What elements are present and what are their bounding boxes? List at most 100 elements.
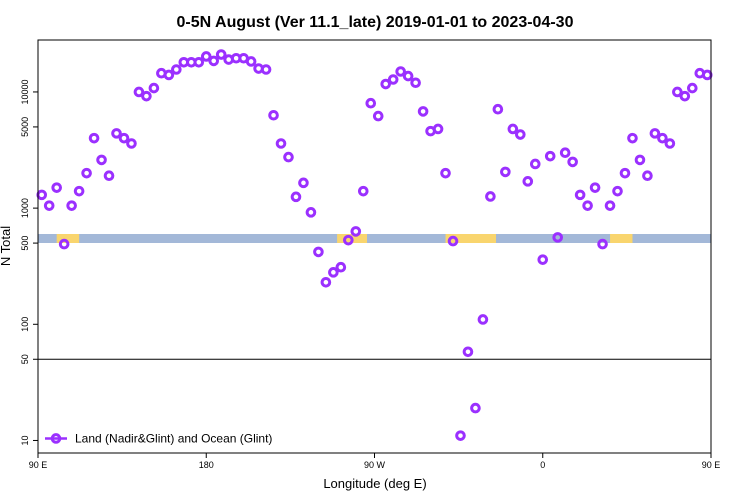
data-point	[313, 246, 324, 258]
y-tick-label: 10	[20, 435, 30, 445]
data-point	[88, 132, 100, 144]
data-point	[582, 200, 593, 211]
data-point	[200, 51, 212, 62]
data-point	[81, 167, 92, 179]
data-point	[43, 200, 55, 211]
data-point	[642, 170, 653, 182]
x-tick-label: 0	[540, 460, 545, 470]
y-tick-label: 50	[20, 354, 30, 364]
data-point	[634, 154, 646, 166]
x-tick-label: 90 E	[702, 460, 721, 470]
data-point	[320, 276, 332, 288]
data-point	[245, 56, 257, 67]
data-point	[66, 200, 77, 211]
data-point	[298, 177, 309, 189]
data-point	[544, 150, 556, 162]
plot-frame	[37, 39, 712, 454]
data-point	[96, 154, 107, 166]
data-point	[283, 151, 294, 163]
data-point	[485, 191, 496, 202]
data-point	[387, 74, 399, 85]
data-point	[380, 78, 392, 90]
data-point	[417, 106, 429, 117]
data-point	[275, 138, 287, 149]
data-point	[537, 254, 549, 265]
data-point	[567, 156, 578, 168]
data-point	[51, 182, 62, 193]
data-point	[148, 82, 160, 94]
data-point	[268, 109, 279, 121]
data-point	[515, 129, 526, 140]
y-tick-label: 1000	[20, 198, 30, 218]
data-point	[36, 189, 48, 201]
land-patch	[445, 234, 497, 243]
data-point	[432, 123, 444, 135]
data-point	[612, 185, 623, 197]
data-point	[350, 226, 362, 237]
data-point	[141, 90, 152, 102]
data-point	[529, 158, 541, 170]
data-point	[619, 167, 631, 179]
x-tick-label: 180	[199, 460, 214, 470]
data-point	[133, 86, 145, 98]
data-point	[597, 238, 608, 250]
x-tick-label: 90 E	[29, 460, 48, 470]
data-point	[574, 189, 586, 201]
data-point	[500, 166, 511, 178]
data-point	[462, 346, 474, 358]
data-point	[215, 49, 227, 60]
data-point	[470, 402, 481, 414]
y-tick-label: 500	[20, 236, 30, 251]
legend: Land (Nadir&Glint) and Ocean (Glint)	[45, 431, 272, 445]
data-point	[627, 132, 638, 144]
data-point	[657, 132, 668, 144]
data-point	[589, 182, 601, 193]
data-point	[193, 56, 205, 68]
surface-band	[38, 234, 711, 243]
data-point	[103, 170, 115, 182]
data-point	[649, 128, 661, 139]
data-point	[118, 132, 130, 144]
data-point	[260, 64, 272, 75]
data-point	[559, 147, 571, 158]
data-point	[679, 90, 691, 102]
data-points	[36, 49, 713, 441]
data-point	[365, 97, 377, 109]
data-point	[171, 64, 182, 75]
land-patch	[610, 234, 633, 243]
y-tick-label: 5000	[20, 117, 30, 137]
data-point	[664, 138, 676, 149]
data-point	[58, 238, 70, 250]
y-tick-label: 10000	[20, 79, 30, 104]
y-axis: 10 50 100 500 1000 5000 10000	[20, 79, 38, 445]
data-point	[357, 185, 369, 197]
data-point	[410, 77, 421, 89]
data-point	[328, 267, 339, 278]
data-point	[290, 191, 302, 203]
legend-point-marker	[50, 433, 62, 444]
data-point	[701, 69, 713, 81]
data-point	[372, 110, 384, 122]
legend-label: Land (Nadir&Glint) and Ocean (Glint)	[75, 431, 272, 445]
land-patch	[56, 234, 80, 243]
x-axis: 90 E 180 90 W 0 90 E	[29, 453, 721, 470]
data-point	[604, 200, 616, 211]
data-point	[73, 185, 85, 197]
y-axis-label: N Total	[0, 226, 13, 266]
data-point	[163, 69, 175, 81]
data-point	[477, 314, 489, 325]
data-point	[492, 103, 504, 115]
data-point	[343, 234, 354, 246]
data-point	[208, 55, 220, 67]
chart-title: 0-5N August (Ver 11.1_late) 2019-01-01 t…	[177, 14, 574, 31]
data-point	[335, 261, 347, 273]
data-point	[305, 207, 317, 218]
data-point	[672, 86, 683, 98]
ocean-band	[38, 234, 711, 243]
data-point	[507, 123, 519, 135]
data-point	[111, 128, 122, 139]
x-axis-label: Longitude (deg E)	[323, 476, 426, 491]
data-point	[126, 138, 137, 149]
data-point	[440, 167, 451, 179]
